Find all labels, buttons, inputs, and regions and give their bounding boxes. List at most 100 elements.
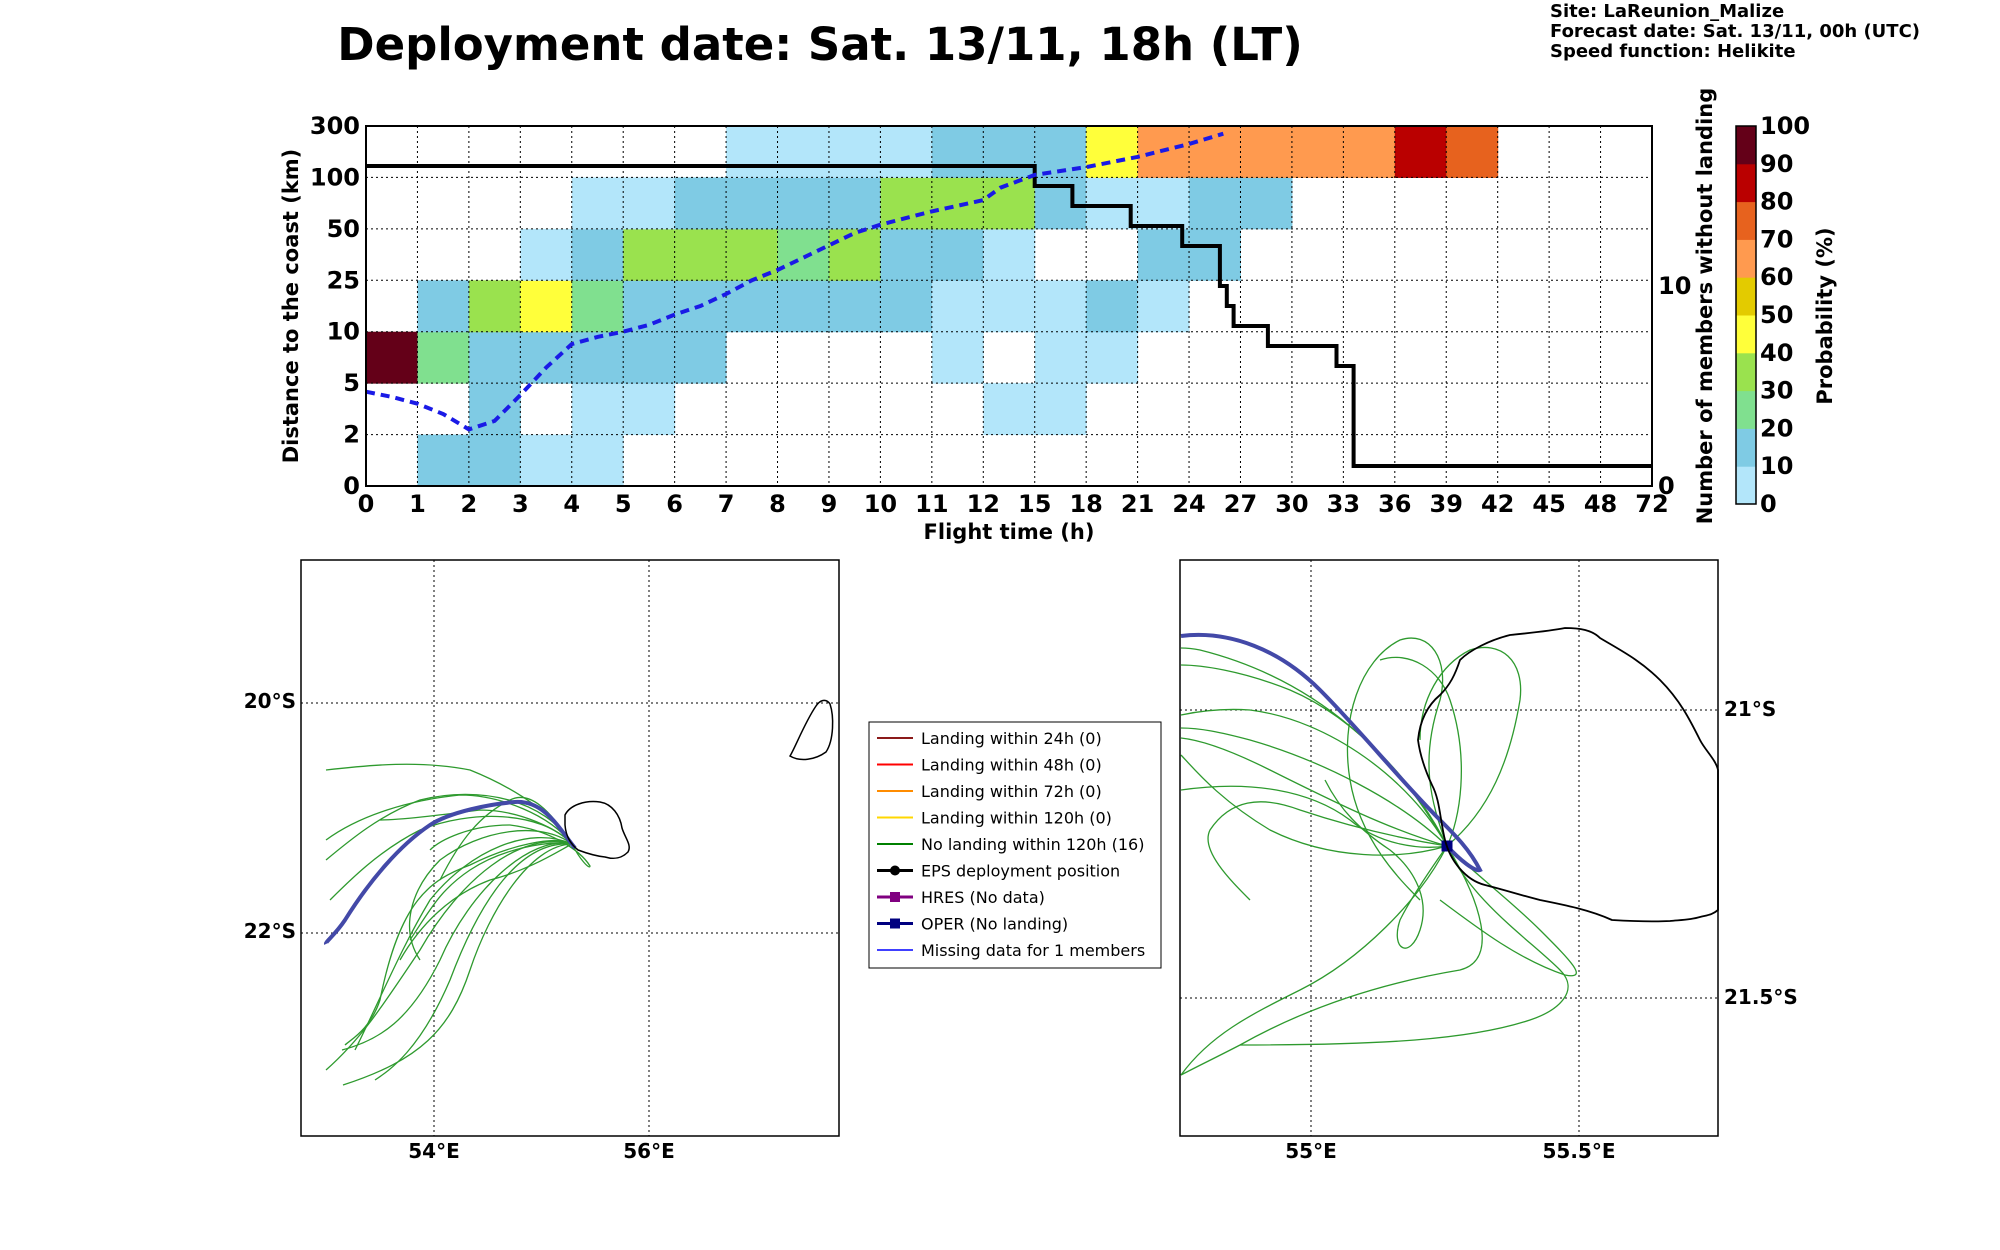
speed-function-label: Speed function: Helikite <box>1550 41 1796 62</box>
heatmap-cell <box>417 280 470 333</box>
heatmap-frame <box>365 125 1653 487</box>
heatmap-cell <box>1137 177 1190 230</box>
member-track <box>374 843 573 1081</box>
oper-track <box>324 799 577 945</box>
heatmap-cell <box>520 228 573 281</box>
x-tick-label: 5 <box>615 490 632 518</box>
heatmap-cell <box>931 228 984 281</box>
right-map-lon-tick: 55.5°E <box>1542 1139 1615 1163</box>
colorbar-ticks: 0 10 20 30 40 50 60 70 80 90 100 <box>1760 112 1810 518</box>
member-track <box>325 793 573 861</box>
heatmap-cell <box>571 280 624 333</box>
reunion-coastline-left <box>564 800 630 860</box>
member-track <box>1180 754 1448 856</box>
member-track <box>379 809 573 845</box>
x-tick-label: 7 <box>718 490 735 518</box>
heatmap-cell <box>777 177 830 230</box>
x-tick-label: 6 <box>666 490 683 518</box>
x-tick-label: 18 <box>1069 490 1102 518</box>
heatmap-cell <box>674 331 727 384</box>
heatmap-grid <box>366 126 1652 486</box>
member-track <box>1180 845 1448 1076</box>
member-track <box>1180 664 1448 847</box>
colorbar-tick-label: 20 <box>1760 414 1793 442</box>
legend: Landing within 24h (0) Landing within 48h… <box>868 721 1162 969</box>
mauritius-coastline-left <box>788 699 834 761</box>
x-tick-label: 3 <box>512 490 529 518</box>
y-tick-label: 10 <box>327 318 360 346</box>
heatmap-cell <box>1394 126 1447 178</box>
heatmap-cell <box>1446 126 1499 178</box>
heatmap-cell <box>1343 126 1396 178</box>
reunion-coastline-right <box>1417 627 1719 923</box>
x-tick-label: 36 <box>1378 490 1411 518</box>
heatmap-series <box>365 131 1652 468</box>
member-track <box>1379 656 1462 847</box>
heatmap-cell <box>983 280 1036 333</box>
heatmap-cell <box>520 331 573 384</box>
colorbar-tick-label: 10 <box>1760 452 1793 480</box>
x-tick-label: 39 <box>1430 490 1463 518</box>
legend-label: OPER (No landing) <box>921 915 1068 934</box>
heatmap-cell <box>623 331 676 384</box>
member-track <box>1439 845 1577 977</box>
x-tick-label: 27 <box>1224 490 1257 518</box>
heatmap-cell <box>520 280 573 333</box>
right-map-lat-tick: 21°S <box>1724 697 1776 721</box>
heatmap-cell <box>726 280 779 333</box>
x-tick-label: 48 <box>1584 490 1617 518</box>
legend-label: Landing within 24h (0) <box>921 729 1102 748</box>
member-track <box>1346 637 1448 901</box>
heatmap-cell <box>1189 177 1241 230</box>
site-label: Site: LaReunion_Malize <box>1550 1 1785 22</box>
member-track <box>342 843 573 1086</box>
legend-label: EPS deployment position <box>921 862 1120 881</box>
colorbar-segment <box>1736 315 1756 354</box>
legend-marker <box>890 918 900 929</box>
legend-label: Missing data for 1 members <box>921 941 1145 960</box>
heatmap-cell <box>571 228 624 281</box>
y-tick-label: 5 <box>343 369 360 397</box>
site-info: Site: LaReunion_Malize Forecast date: Sa… <box>1550 2 1920 62</box>
heatmap-y2-ticks: 0 10 <box>1658 272 1691 500</box>
legend-marker <box>890 865 900 876</box>
colorbar-segment <box>1736 277 1756 316</box>
heatmap-cell <box>983 383 1036 436</box>
x-tick-label: 72 <box>1635 490 1668 518</box>
y-axis-label: Distance to the coast (km) <box>279 149 303 464</box>
left-map-lon-tick: 54°E <box>408 1139 460 1163</box>
y-tick-label: 100 <box>310 163 360 191</box>
heatmap-cell <box>777 228 830 281</box>
right-map-lat-tick: 21.5°S <box>1724 985 1798 1009</box>
member-track <box>1180 727 1448 847</box>
member-track <box>409 842 573 941</box>
median-distance-line <box>365 131 1224 432</box>
x-tick-label: 12 <box>967 490 1000 518</box>
heatmap-cell <box>1034 280 1087 333</box>
x-tick-label: 8 <box>769 490 786 518</box>
heatmap-cell <box>983 126 1036 178</box>
x-axis-label: Flight time (h) <box>924 520 1095 544</box>
colorbar-segment <box>1736 126 1756 165</box>
x-tick-label: 21 <box>1121 490 1154 518</box>
heatmap-cells <box>366 126 1499 487</box>
heatmap-cell <box>468 280 521 333</box>
heatmap-cell <box>1189 228 1241 281</box>
colorbar-segment <box>1736 163 1756 203</box>
heatmap-cell <box>520 434 573 487</box>
member-track <box>325 794 573 845</box>
colorbar <box>1736 126 1756 505</box>
heatmap-cell <box>417 331 470 384</box>
heatmap-cell <box>417 434 470 487</box>
heatmap-cell <box>777 280 830 333</box>
heatmap-cell <box>1291 126 1344 178</box>
heatmap-cell <box>880 126 933 178</box>
member-track <box>354 837 573 1051</box>
colorbar-segment <box>1736 201 1756 240</box>
heatmap-cell <box>1189 126 1241 178</box>
legend-label: No landing within 120h (16) <box>921 835 1144 854</box>
legend-frame <box>868 721 1162 969</box>
member-track <box>1180 785 1448 848</box>
member-track <box>1419 646 1522 847</box>
